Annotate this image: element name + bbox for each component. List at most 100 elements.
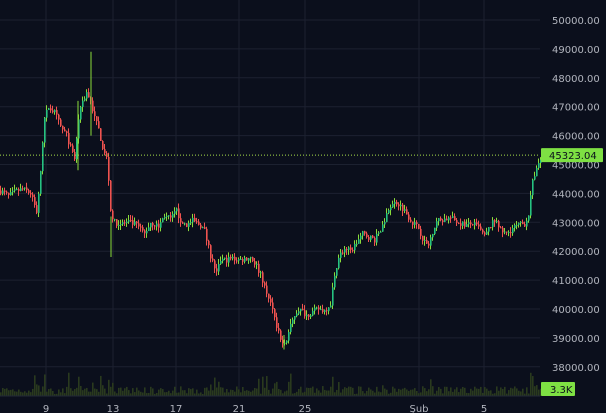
- candle-body: [188, 222, 190, 227]
- candle-body: [242, 259, 244, 262]
- candle-body: [352, 249, 354, 251]
- price-axis[interactable]: 50000.00 49000.00 48000.00 47000.00 46000.00…: [552, 16, 600, 374]
- candle-body: [38, 193, 40, 213]
- candle-body: [424, 240, 426, 242]
- candle-body: [158, 223, 160, 228]
- candle-body: [534, 176, 536, 180]
- candle-body: [164, 216, 166, 219]
- candle-body: [324, 310, 326, 312]
- candle-body: [104, 149, 106, 154]
- candle-body: [34, 197, 36, 206]
- volume-bar: [472, 390, 474, 396]
- candle-body: [444, 218, 446, 223]
- volume-bar: [162, 389, 164, 396]
- price-candles[interactable]: [0, 51, 546, 350]
- candle-body: [530, 195, 532, 216]
- candle-body: [482, 229, 484, 233]
- candle-body: [84, 98, 86, 101]
- candle-body: [532, 179, 534, 196]
- candle-body: [418, 224, 420, 229]
- volume-bar: [360, 386, 362, 396]
- candle-body: [182, 222, 184, 224]
- volume-bar: [414, 388, 416, 396]
- candle-body: [130, 220, 132, 222]
- volume-bar: [466, 392, 468, 396]
- candle-body: [40, 171, 42, 194]
- candle-body: [144, 230, 146, 234]
- volume-bar: [324, 389, 326, 396]
- volume-bar: [264, 387, 266, 396]
- candle-body: [106, 153, 108, 157]
- volume-bar: [140, 391, 142, 396]
- candle-body: [302, 308, 304, 311]
- volume-bar: [498, 390, 500, 396]
- volume-bar: [102, 385, 104, 396]
- volume-bar: [488, 390, 490, 396]
- candle-body: [184, 223, 186, 225]
- candle-body: [338, 257, 340, 269]
- volume-bar: [144, 387, 146, 396]
- volume-bar: [262, 376, 264, 396]
- volume-bar: [126, 386, 128, 396]
- volume-bar: [366, 390, 368, 396]
- volume-bar: [406, 389, 408, 396]
- volume-bar: [240, 392, 242, 396]
- candle-body: [162, 218, 164, 223]
- candle-body: [394, 201, 396, 204]
- volume-bar: [70, 388, 72, 396]
- current-price-badge: 45323.04: [541, 148, 603, 163]
- candle-body: [420, 228, 422, 236]
- candle-body: [500, 227, 502, 229]
- candle-body: [528, 215, 530, 221]
- candle-body: [282, 339, 284, 344]
- volume-bar: [430, 379, 432, 396]
- time-axis[interactable]: 9 13 17 21 25 Şub 5: [43, 404, 487, 413]
- candle-body: [386, 213, 388, 222]
- volume-bar: [378, 391, 380, 396]
- candle-body: [94, 111, 96, 117]
- candle-body: [276, 317, 278, 328]
- candle-body: [396, 201, 398, 205]
- candle-body: [102, 140, 104, 150]
- candle-body: [456, 220, 458, 223]
- volume-bar: [398, 388, 400, 396]
- candle-body: [66, 131, 68, 133]
- candle-body: [36, 205, 38, 213]
- candle-body: [452, 216, 454, 218]
- volume-bar: [496, 386, 498, 396]
- volume-bar: [340, 392, 342, 396]
- volume-bar: [182, 390, 184, 396]
- candle-body: [72, 145, 74, 152]
- candle-body: [322, 309, 324, 312]
- candle-body: [358, 239, 360, 244]
- volume-bar: [198, 393, 200, 396]
- volume-bar: [448, 391, 450, 396]
- candle-body: [190, 222, 192, 224]
- volume-bar: [538, 389, 540, 396]
- candle-body: [76, 138, 78, 160]
- candle-body: [506, 231, 508, 233]
- volume-bar: [532, 376, 534, 396]
- volume-bar: [222, 387, 224, 396]
- volume-bar: [148, 392, 150, 396]
- candle-body: [306, 314, 308, 317]
- volume-bar: [122, 390, 124, 396]
- volume-bar: [56, 393, 58, 396]
- volume-bar: [160, 388, 162, 396]
- volume-label: 3.3K: [550, 385, 573, 396]
- candle-body: [192, 217, 194, 223]
- volume-bar: [454, 389, 456, 396]
- time-tick-label: 21: [233, 404, 246, 413]
- candle-body: [432, 234, 434, 238]
- volume-bar: [412, 389, 414, 396]
- candle-body: [410, 219, 412, 222]
- candle-body: [74, 151, 76, 160]
- candle-body: [524, 224, 526, 227]
- volume-bar: [244, 390, 246, 396]
- candle-body: [470, 222, 472, 225]
- volume-bar: [292, 393, 294, 396]
- candle-body: [292, 319, 294, 324]
- price-tick-label: 46000.00: [552, 132, 600, 143]
